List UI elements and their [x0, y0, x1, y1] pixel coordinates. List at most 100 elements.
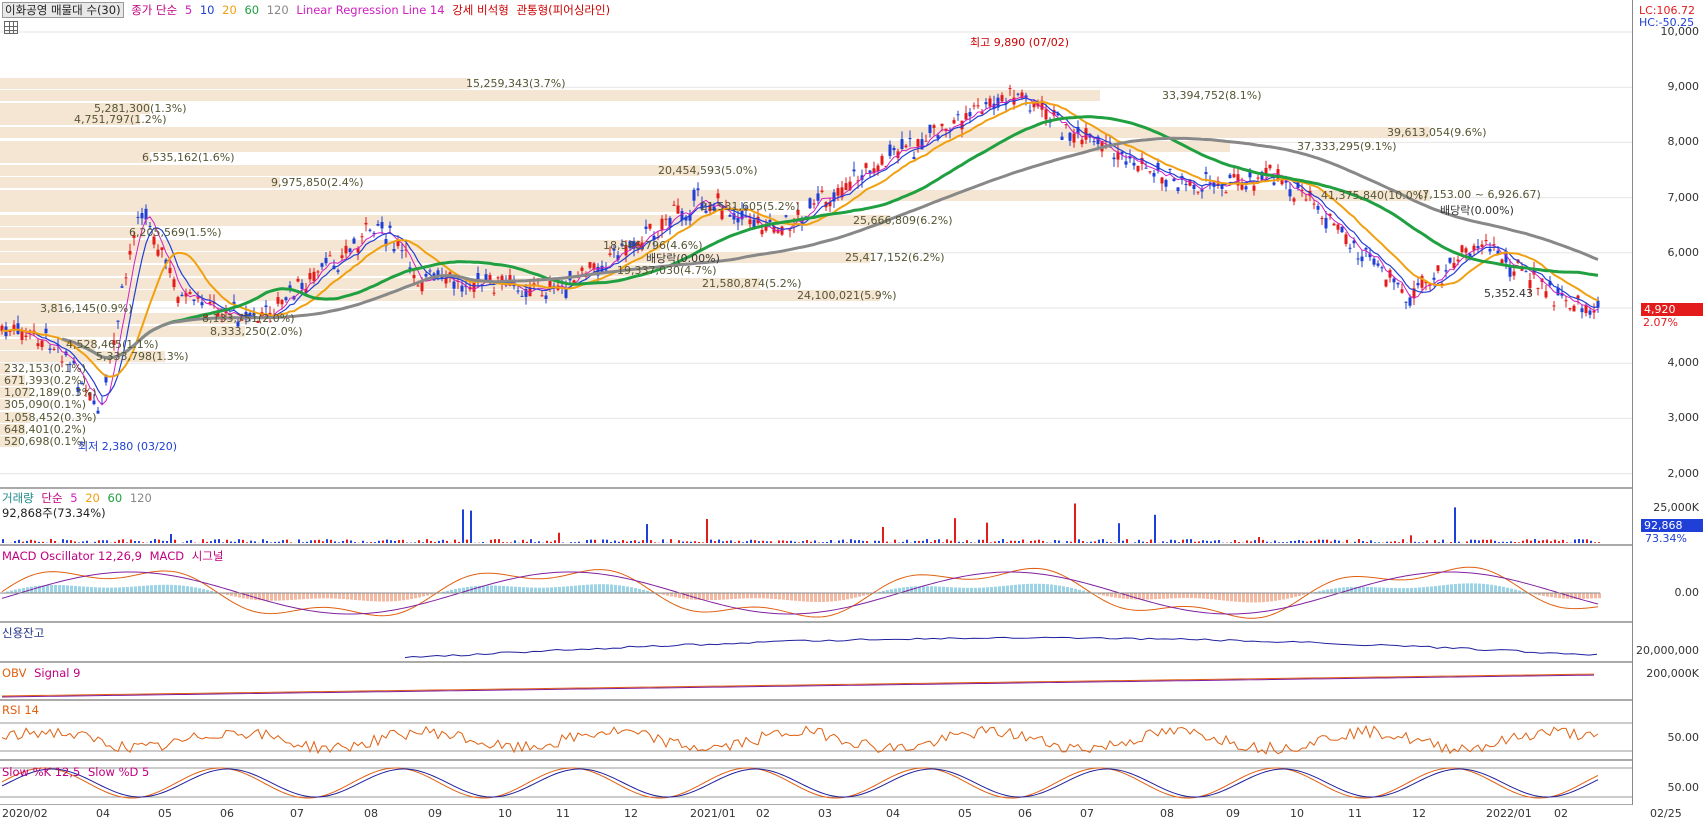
candle-body: [936, 135, 940, 139]
volume-profile-bar: [0, 252, 870, 263]
volume-bar: [770, 541, 772, 543]
obv-legend: OBV Signal 9: [2, 666, 84, 680]
macd-histogram-bar: [1162, 593, 1165, 599]
macd-histogram-bar: [1250, 593, 1253, 603]
volume-bar: [62, 539, 64, 543]
volume-bar: [1326, 539, 1328, 543]
volume-bar: [326, 539, 328, 543]
candle-body: [624, 245, 628, 256]
volume-bar: [986, 522, 988, 543]
candle-body: [836, 187, 840, 196]
candle-body: [652, 235, 656, 240]
macd-histogram-bar: [362, 593, 365, 601]
chart-area[interactable]: 이화공영 매물대 수(30) 종가 단순 5 10 20 60 120 Line…: [0, 0, 1633, 805]
right-axis[interactable]: LC:106.72 HC:-50.25 10,000 9,000 8,000 7,00…: [1633, 0, 1703, 805]
volume-bar: [670, 539, 672, 543]
vol-ma-120[interactable]: 120: [129, 491, 152, 505]
volume-bar: [1042, 540, 1044, 543]
volume-bar: [1074, 503, 1076, 543]
volume-title[interactable]: 거래량: [2, 491, 34, 505]
macd-histogram-bar: [1342, 587, 1345, 593]
strong-label[interactable]: 강세 비석형: [452, 3, 509, 17]
price-legend: 이화공영 매물대 수(30) 종가 단순 5 10 20 60 120 Line…: [2, 2, 614, 18]
volume-bar: [1562, 539, 1564, 543]
volume-bar: [1278, 542, 1280, 543]
macd-histogram-bar: [1378, 587, 1381, 593]
volume-bar: [1258, 537, 1260, 543]
volume-bar: [642, 540, 644, 543]
macd-histogram-bar: [682, 593, 685, 599]
candle-body: [648, 223, 652, 229]
rsi-title[interactable]: RSI 14: [2, 703, 39, 717]
lrl-label[interactable]: Linear Regression Line 14: [296, 3, 445, 17]
volume-bar: [830, 540, 832, 543]
candle-body: [1112, 157, 1116, 160]
stoch-d[interactable]: Slow %D 5: [87, 765, 150, 779]
obv-signal[interactable]: Signal 9: [34, 666, 81, 680]
volume-bar: [1078, 539, 1080, 543]
stock-title[interactable]: 이화공영 매물대 수(30): [2, 2, 124, 18]
macd-histogram-bar: [78, 586, 81, 593]
pierce-label[interactable]: 관통형(피어싱라인): [516, 3, 611, 17]
candle-body: [176, 297, 180, 303]
candle-body: [904, 145, 908, 148]
volume-bar: [882, 526, 884, 543]
ma-10[interactable]: 10: [199, 3, 215, 17]
candle-body: [328, 255, 332, 257]
obv-title[interactable]: OBV: [2, 666, 27, 680]
x-axis-label: 10: [1290, 807, 1304, 820]
macd-histogram-bar: [1194, 593, 1197, 599]
vol-ma-20[interactable]: 20: [85, 491, 100, 505]
macd-signal-label[interactable]: 시그널: [191, 549, 224, 563]
macd-histogram-bar: [1046, 584, 1049, 593]
volume-ma-label[interactable]: 단순: [41, 491, 63, 505]
macd-histogram-bar: [1258, 593, 1261, 603]
macd-histogram-bar: [278, 593, 281, 601]
volume-bar: [554, 540, 556, 543]
macd-label[interactable]: MACD: [149, 549, 185, 563]
volume-profile-label: 21,580,874(5.2%): [702, 277, 802, 290]
macd-histogram-bar: [1558, 593, 1561, 599]
price-chart-svg[interactable]: [0, 0, 1632, 805]
macd-histogram-bar: [1290, 593, 1293, 598]
volume-bar: [102, 540, 104, 543]
candle-body: [1252, 185, 1256, 191]
volume-bar: [270, 542, 272, 543]
credit-title[interactable]: 신용잔고: [2, 626, 45, 640]
candle-body: [284, 297, 288, 301]
macd-title[interactable]: MACD Oscillator 12,26,9: [2, 549, 142, 563]
volume-profile-label: 25,417,152(6.2%): [845, 251, 945, 264]
macd-histogram-bar: [1494, 585, 1497, 593]
stoch-k[interactable]: Slow %K 12,5: [2, 765, 81, 779]
ma-120[interactable]: 120: [266, 3, 289, 17]
ma-5[interactable]: 5: [184, 3, 193, 17]
vol-ma-5[interactable]: 5: [70, 491, 78, 505]
macd-histogram-bar: [1242, 593, 1245, 603]
vol-ma-60[interactable]: 60: [107, 491, 123, 505]
macd-histogram-bar: [210, 590, 213, 593]
macd-histogram-bar: [474, 586, 477, 593]
candle-body: [816, 193, 820, 201]
ma-60[interactable]: 60: [244, 3, 260, 17]
volume-bar: [218, 539, 220, 543]
volume-bar: [206, 541, 208, 543]
volume-bar: [1514, 541, 1516, 543]
candle-body: [160, 247, 164, 250]
volume-bar: [778, 540, 780, 543]
macd-histogram-bar: [246, 593, 249, 599]
ma-20[interactable]: 20: [222, 3, 237, 17]
ma-label[interactable]: 종가 단순: [131, 3, 178, 17]
macd-histogram-bar: [1114, 593, 1117, 598]
macd-histogram-bar: [354, 593, 357, 600]
macd-histogram-bar: [1498, 586, 1501, 593]
macd-histogram-bar: [770, 593, 773, 599]
volume-bar: [398, 540, 400, 543]
candle-body: [1500, 259, 1504, 264]
macd-histogram-bar: [942, 586, 945, 593]
volume-bar: [1362, 541, 1364, 543]
macd-histogram-bar: [1106, 593, 1109, 597]
volume-bar: [338, 542, 340, 543]
grid-icon[interactable]: [4, 21, 18, 34]
candle-body: [1288, 189, 1292, 197]
candle-body: [1068, 132, 1072, 141]
